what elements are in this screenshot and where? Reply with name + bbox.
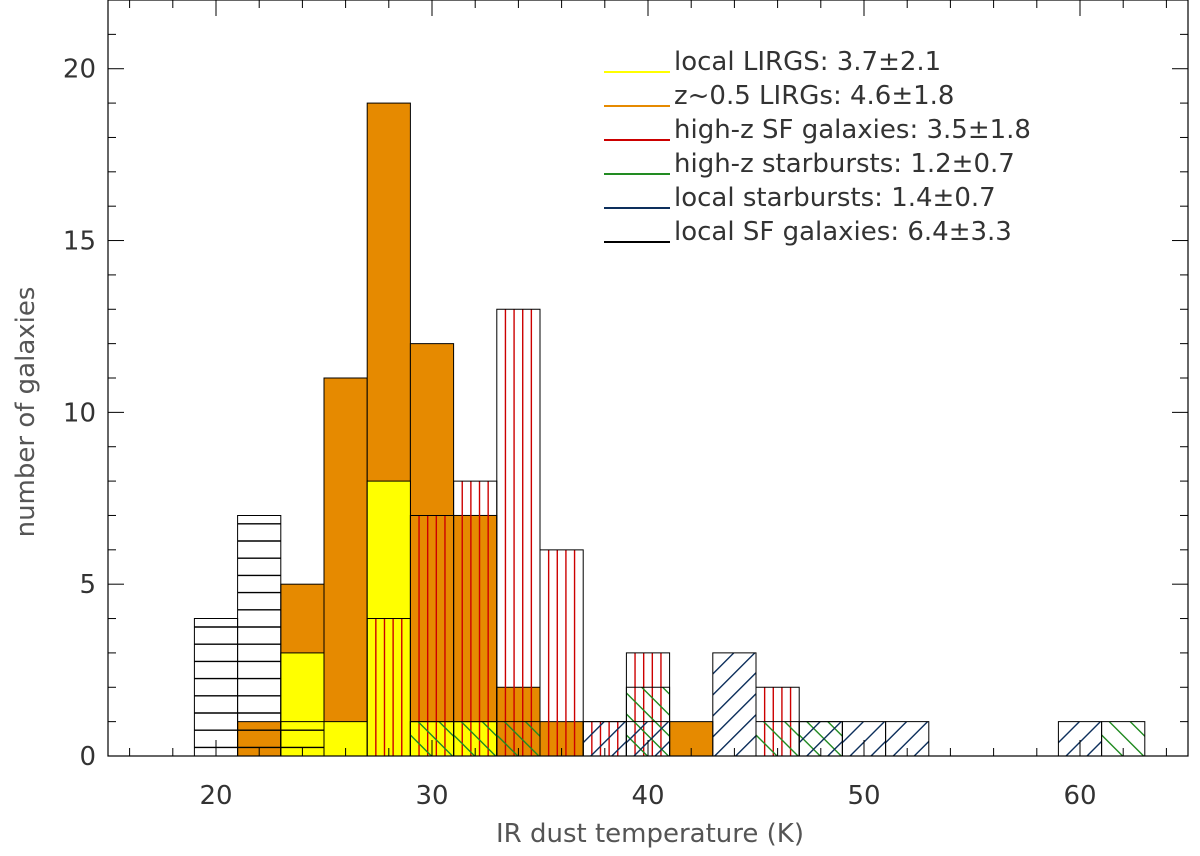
legend-item: high-z starbursts: 1.2±0.7 — [604, 149, 1015, 179]
plot-frame — [107, 0, 1189, 757]
x-tick-label: 60 — [1063, 781, 1096, 811]
bars-layer — [193, 102, 1146, 757]
bar — [237, 514, 282, 756]
legend-item: local LIRGS: 3.7±2.1 — [604, 47, 941, 77]
x-tick-label: 40 — [631, 781, 664, 811]
bar — [625, 721, 671, 756]
bar — [885, 721, 930, 756]
legend-label: local LIRGS: 3.7±2.1 — [674, 47, 941, 77]
legend-item: high-z SF galaxies: 3.5±1.8 — [604, 115, 1031, 145]
axes-layer — [107, 0, 1189, 757]
y-tick-label: 15 — [63, 227, 96, 257]
y-tick-label: 5 — [79, 570, 96, 600]
bar — [496, 308, 541, 756]
x-tick-label: 30 — [415, 781, 448, 811]
legend-label: high-z SF galaxies: 3.5±1.8 — [674, 115, 1031, 145]
bar — [280, 652, 325, 757]
bar — [453, 514, 498, 757]
series-local-starbursts — [582, 652, 1103, 757]
bar — [798, 721, 843, 756]
y-tick-label: 0 — [79, 742, 96, 772]
bar — [539, 549, 584, 756]
ticks-layer: 20 30 40 50 60 0 5 10 15 20 — [63, 0, 1188, 811]
bar — [755, 721, 800, 756]
x-tick-label: 50 — [847, 781, 880, 811]
bar — [1101, 721, 1146, 756]
bar — [496, 721, 541, 756]
y-tick-label: 10 — [63, 398, 96, 428]
bar — [712, 652, 757, 757]
legend-label: z~0.5 LIRGs: 4.6±1.8 — [674, 81, 954, 111]
bar — [323, 377, 368, 757]
legend-label: local starbursts: 1.4±0.7 — [674, 183, 996, 213]
bar — [193, 618, 239, 756]
y-axis-title: number of galaxies — [11, 287, 41, 538]
legend-item: z~0.5 LIRGs: 4.6±1.8 — [604, 81, 954, 111]
series-local-sf-galaxies — [193, 514, 325, 756]
bar — [841, 721, 887, 756]
bar — [280, 721, 325, 756]
bar — [409, 343, 455, 757]
x-tick-label: 20 — [199, 781, 232, 811]
x-axis-title: IR dust temperature (K) — [496, 819, 804, 849]
legend: local LIRGS: 3.7±2.1 z~0.5 LIRGs: 4.6±1.8… — [604, 47, 1031, 247]
bar — [1057, 721, 1103, 756]
legend-item: local starbursts: 1.4±0.7 — [604, 183, 996, 213]
legend-label: local SF galaxies: 6.4±3.3 — [674, 217, 1012, 247]
legend-item: local SF galaxies: 6.4±3.3 — [604, 217, 1012, 247]
y-tick-label: 20 — [63, 55, 96, 85]
legend-label: high-z starbursts: 1.2±0.7 — [674, 149, 1015, 179]
bar — [798, 721, 843, 756]
